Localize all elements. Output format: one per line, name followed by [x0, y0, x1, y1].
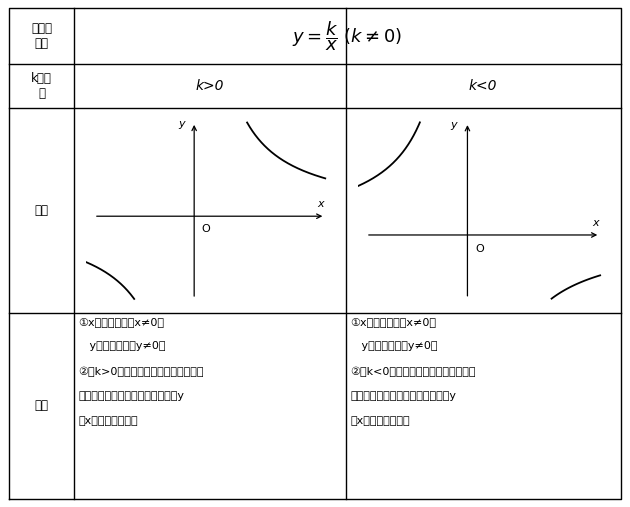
Text: 图像: 图像 [35, 204, 49, 217]
Text: $y = \dfrac{k}{x}\ (k \neq 0)$: $y = \dfrac{k}{x}\ (k \neq 0)$ [292, 19, 403, 53]
Text: x: x [318, 199, 324, 209]
Text: k的符
号: k的符 号 [31, 73, 52, 100]
Text: y的取值范围是y≠0；: y的取值范围是y≠0； [350, 342, 437, 351]
Text: y: y [450, 120, 457, 130]
Text: x: x [592, 218, 598, 228]
Text: O: O [202, 224, 210, 234]
Text: 性质: 性质 [35, 400, 49, 413]
Text: y的取值范围是y≠0；: y的取值范围是y≠0； [79, 342, 165, 351]
Text: 在第一、三象限。在每个象限内，y: 在第一、三象限。在每个象限内，y [79, 391, 185, 402]
Text: ①x的取值范围是x≠0，: ①x的取值范围是x≠0， [350, 316, 437, 327]
Text: k<0: k<0 [469, 79, 497, 93]
Text: ①x的取值范围是x≠0，: ①x的取值范围是x≠0， [79, 316, 164, 327]
Text: k>0: k>0 [195, 79, 224, 93]
Text: O: O [475, 243, 484, 254]
Text: ②当k>0时，函数图像的两个分支分别: ②当k>0时，函数图像的两个分支分别 [79, 367, 204, 377]
Text: 在第二、四象限。在每个象限内，y: 在第二、四象限。在每个象限内，y [350, 391, 457, 402]
Text: 反比例
函数: 反比例 函数 [31, 22, 52, 50]
Text: ②当k<0时，函数图像的两个分支分别: ②当k<0时，函数图像的两个分支分别 [350, 367, 476, 377]
Text: 随x的增大而减小。: 随x的增大而减小。 [79, 416, 138, 426]
Text: y: y [178, 119, 185, 129]
Text: 随x的增大而增大。: 随x的增大而增大。 [350, 416, 410, 426]
